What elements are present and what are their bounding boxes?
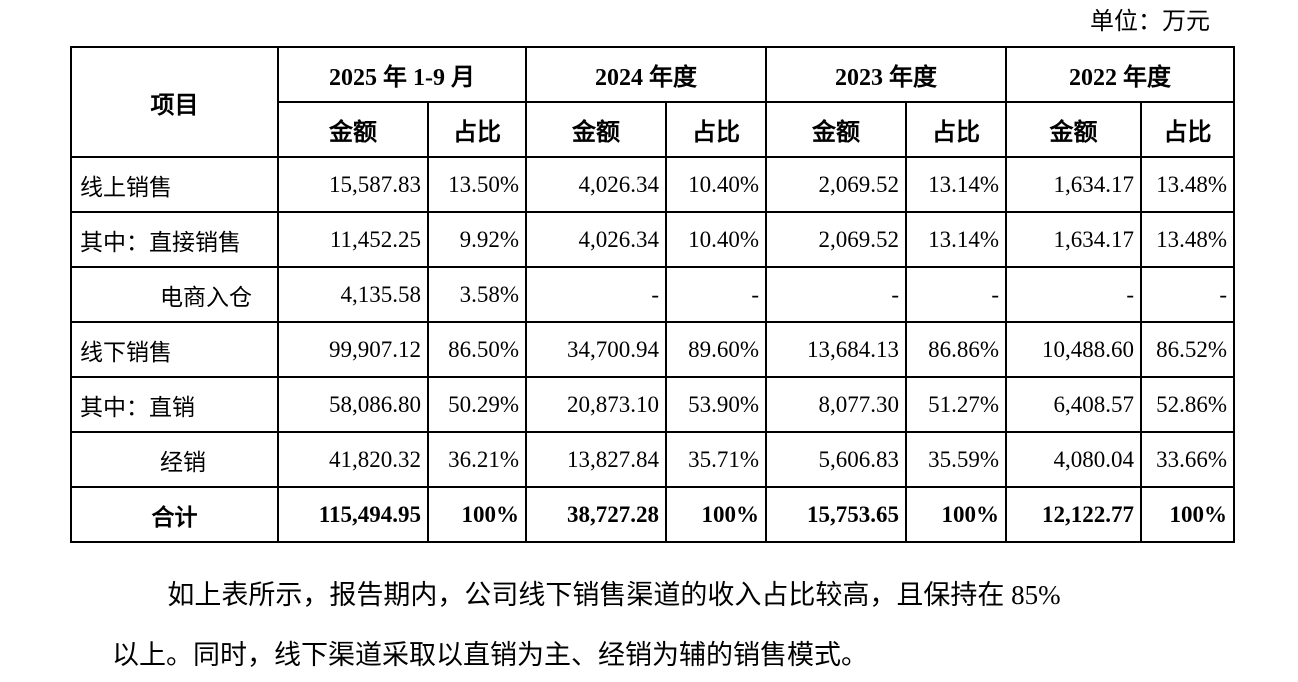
amount-cell: 99,907.12 <box>277 321 429 378</box>
amount-cell: - <box>765 266 907 323</box>
period-header-2022: 2022 年度 <box>1005 46 1235 103</box>
amount-cell: 4,080.04 <box>1005 431 1142 488</box>
amount-header: 金额 <box>765 101 907 158</box>
amount-cell: - <box>1005 266 1142 323</box>
amount-cell: 13,827.84 <box>525 431 667 488</box>
ratio-cell: 13.48% <box>1140 211 1235 268</box>
amount-cell: 115,494.95 <box>277 486 429 543</box>
ratio-header: 占比 <box>427 101 527 158</box>
period-header-2025: 2025 年 1-9 月 <box>277 46 527 103</box>
ratio-cell: 100% <box>1140 486 1235 543</box>
amount-cell: 4,135.58 <box>277 266 429 323</box>
table-row: 线下销售 99,907.12 86.50% 34,700.94 89.60% 13,684… <box>70 321 1235 378</box>
amount-cell: 10,488.60 <box>1005 321 1142 378</box>
ratio-cell: - <box>1140 266 1235 323</box>
period-header-row: 项目 2025 年 1-9 月 2024 年度 2023 年度 2022 年度 <box>70 46 1235 158</box>
item-header: 项目 <box>70 46 279 158</box>
body-paragraph: 如上表所示，报告期内，公司线下销售渠道的收入占比较高，且保持在 85% 以上。同… <box>112 565 1210 682</box>
amount-cell: 13,684.13 <box>765 321 907 378</box>
amount-cell: - <box>525 266 667 323</box>
ratio-cell: 13.48% <box>1140 156 1235 213</box>
table-row: 其中：直接销售 11,452.25 9.92% 4,026.34 10.40% 2,069… <box>70 211 1235 268</box>
amount-cell: 38,727.28 <box>525 486 667 543</box>
sales-channel-table: 项目 2025 年 1-9 月 2024 年度 2023 年度 2022 年度 … <box>70 46 1235 543</box>
amount-cell: 2,069.52 <box>765 211 907 268</box>
ratio-cell: 100% <box>905 486 1007 543</box>
row-label: 经销 <box>70 431 279 488</box>
table-header: 项目 2025 年 1-9 月 2024 年度 2023 年度 2022 年度 … <box>70 46 1235 158</box>
total-row: 合计 115,494.95 100% 38,727.28 100% 15,753.65 10… <box>70 486 1235 543</box>
amount-cell: 11,452.25 <box>277 211 429 268</box>
ratio-cell: 100% <box>427 486 527 543</box>
table-row: 电商入仓 4,135.58 3.58% - - - - - - <box>70 266 1235 323</box>
ratio-cell: 86.52% <box>1140 321 1235 378</box>
ratio-cell: 86.50% <box>427 321 527 378</box>
amount-cell: 58,086.80 <box>277 376 429 433</box>
amount-cell: 41,820.32 <box>277 431 429 488</box>
period-header-2024: 2024 年度 <box>525 46 767 103</box>
paragraph-line-2: 以上。同时，线下渠道采取以直销为主、经销为辅的销售模式。 <box>112 640 868 670</box>
ratio-cell: 33.66% <box>1140 431 1235 488</box>
ratio-cell: 10.40% <box>665 156 767 213</box>
amount-cell: 4,026.34 <box>525 211 667 268</box>
amount-cell: 12,122.77 <box>1005 486 1142 543</box>
ratio-cell: 53.90% <box>665 376 767 433</box>
ratio-cell: 100% <box>665 486 767 543</box>
amount-cell: 5,606.83 <box>765 431 907 488</box>
ratio-cell: 89.60% <box>665 321 767 378</box>
ratio-cell: 86.86% <box>905 321 1007 378</box>
ratio-cell: 52.86% <box>1140 376 1235 433</box>
ratio-cell: 51.27% <box>905 376 1007 433</box>
row-label: 合计 <box>70 486 279 543</box>
amount-cell: 34,700.94 <box>525 321 667 378</box>
period-header-2023: 2023 年度 <box>765 46 1007 103</box>
ratio-cell: - <box>665 266 767 323</box>
amount-cell: 1,634.17 <box>1005 156 1142 213</box>
row-label: 其中：直接销售 <box>70 211 279 268</box>
table-body: 线上销售 15,587.83 13.50% 4,026.34 10.40% 2,069.5… <box>70 156 1235 543</box>
unit-label: 单位：万元 <box>1090 9 1210 35</box>
amount-cell: 6,408.57 <box>1005 376 1142 433</box>
ratio-header: 占比 <box>665 101 767 158</box>
ratio-cell: 13.14% <box>905 156 1007 213</box>
amount-header: 金额 <box>525 101 667 158</box>
ratio-cell: 13.50% <box>427 156 527 213</box>
row-label: 线上销售 <box>70 156 279 213</box>
table-row: 其中：直销 58,086.80 50.29% 20,873.10 53.90% 8,077… <box>70 376 1235 433</box>
row-label: 线下销售 <box>70 321 279 378</box>
amount-header: 金额 <box>277 101 429 158</box>
amount-cell: 1,634.17 <box>1005 211 1142 268</box>
amount-cell: 15,753.65 <box>765 486 907 543</box>
paragraph-line-1: 如上表所示，报告期内，公司线下销售渠道的收入占比较高，且保持在 85% <box>167 580 1061 610</box>
amount-cell: 4,026.34 <box>525 156 667 213</box>
amount-header: 金额 <box>1005 101 1142 158</box>
ratio-cell: - <box>905 266 1007 323</box>
ratio-cell: 50.29% <box>427 376 527 433</box>
ratio-cell: 3.58% <box>427 266 527 323</box>
amount-cell: 8,077.30 <box>765 376 907 433</box>
ratio-cell: 9.92% <box>427 211 527 268</box>
amount-cell: 15,587.83 <box>277 156 429 213</box>
ratio-header: 占比 <box>905 101 1007 158</box>
ratio-cell: 10.40% <box>665 211 767 268</box>
ratio-cell: 36.21% <box>427 431 527 488</box>
row-label: 电商入仓 <box>70 266 279 323</box>
row-label: 其中：直销 <box>70 376 279 433</box>
ratio-header: 占比 <box>1140 101 1235 158</box>
table-row: 经销 41,820.32 36.21% 13,827.84 35.71% 5,606.83… <box>70 431 1235 488</box>
ratio-cell: 35.71% <box>665 431 767 488</box>
amount-cell: 2,069.52 <box>765 156 907 213</box>
amount-cell: 20,873.10 <box>525 376 667 433</box>
ratio-cell: 13.14% <box>905 211 1007 268</box>
ratio-cell: 35.59% <box>905 431 1007 488</box>
subheader-row: 金额 占比 金额 占比 金额 占比 金额 占比 <box>71 101 1235 158</box>
table-row: 线上销售 15,587.83 13.50% 4,026.34 10.40% 2,069.5… <box>70 156 1235 213</box>
